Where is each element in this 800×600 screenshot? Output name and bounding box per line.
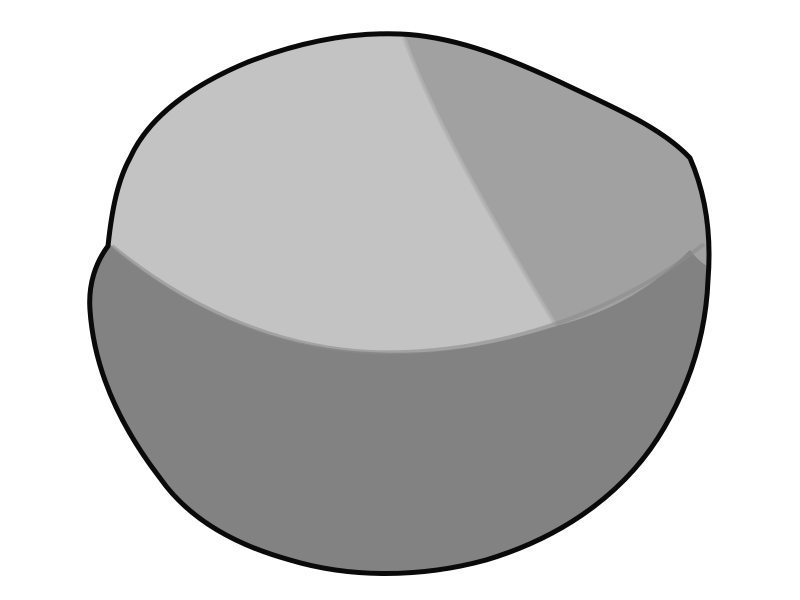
blob-outline	[87, 31, 712, 576]
blob-rim-edge	[110, 242, 706, 355]
blob-top-divider	[402, 37, 558, 328]
